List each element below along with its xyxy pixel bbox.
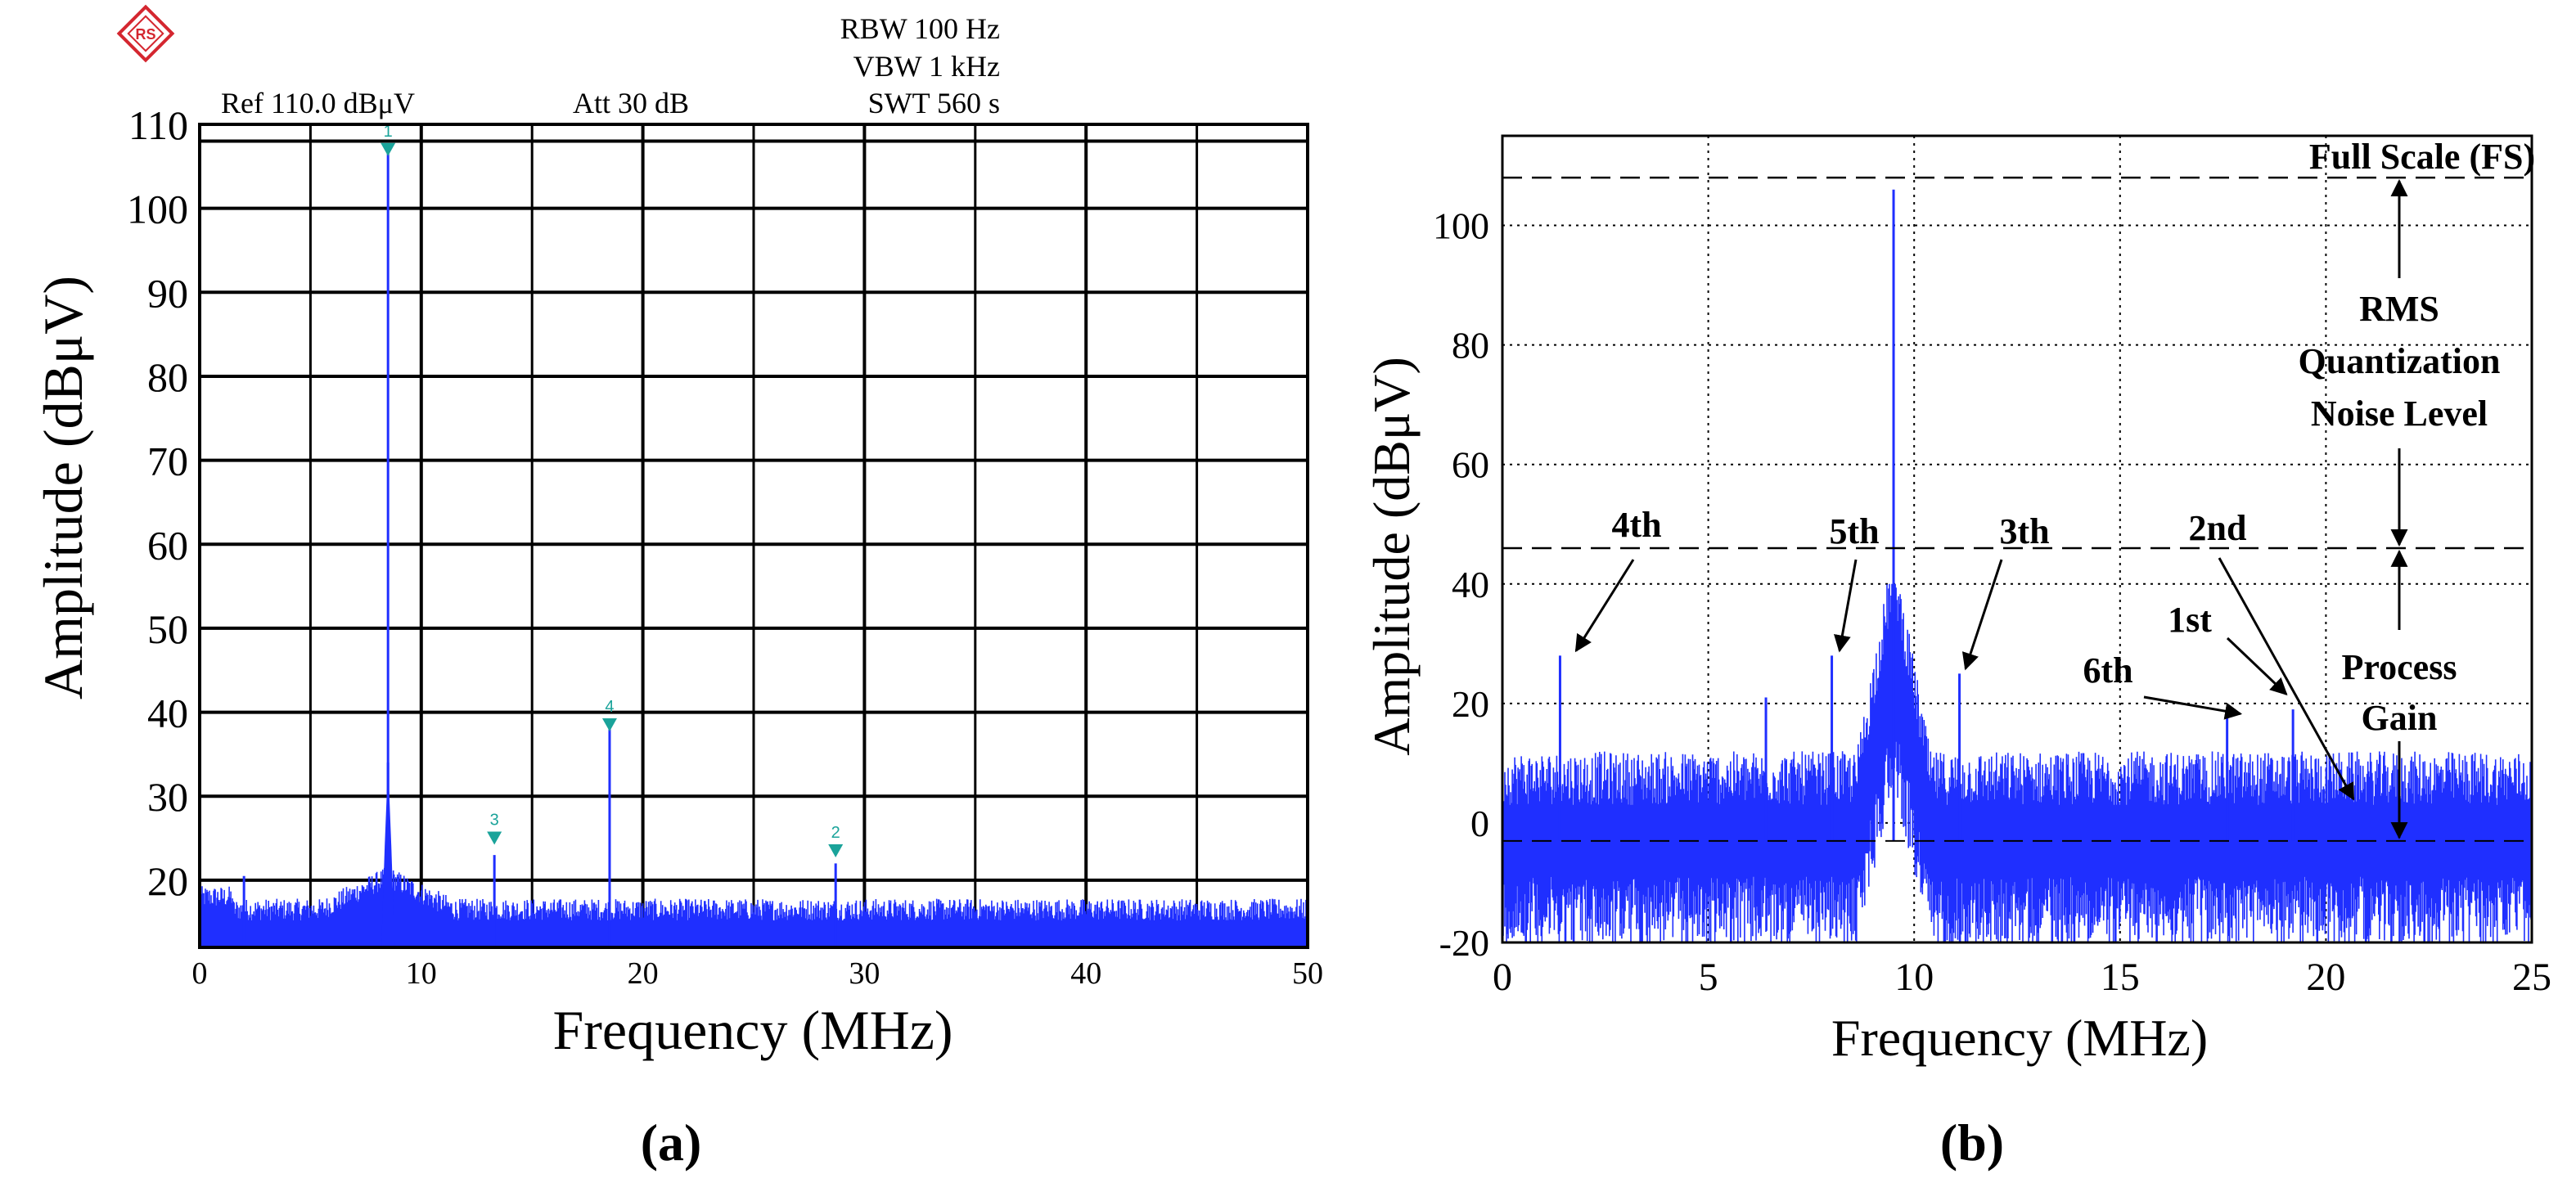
panel-a-label: (a) [641, 1113, 702, 1172]
process-gain-label-line1: Process [2342, 647, 2457, 687]
panel-a-ytick-label: 50 [147, 606, 188, 652]
panel-a-ytick-label: 90 [147, 270, 188, 316]
marker-triangle-icon [487, 831, 502, 845]
rms-label-line2: Quantization [2299, 341, 2501, 381]
panel-a-ytick-label: 110 [128, 102, 188, 148]
panel-a-ytick-label: 40 [147, 690, 188, 736]
panel-b-ytick-label: 20 [1452, 683, 1489, 725]
rohde-schwarz-logo-icon: RS [116, 4, 175, 63]
rms-label-line1: RMS [2359, 289, 2439, 329]
panel-a-ytick-label: 100 [127, 187, 188, 232]
panel-b-ytick-label: 0 [1470, 803, 1489, 844]
marker-label: 2 [831, 824, 840, 842]
panel-a-ytick-label: 70 [147, 439, 188, 484]
harmonic-3rd-arrow [1961, 559, 2003, 671]
swt-label: SWT 560 s [868, 87, 1000, 119]
panel-a-tick-labels: 20 30 40 50 60 70 80 90 100 110 0 10 20 30 40 50 [127, 102, 1323, 991]
panel-a-markers: 1 3 4 2 [381, 123, 844, 857]
panel-a-ytick-label: 60 [147, 522, 188, 568]
panel-a-xlabel: Frequency (MHz) [552, 999, 952, 1061]
panel-a-xtick-label: 10 [406, 956, 437, 991]
harmonic-3rd-label: 3th [1999, 511, 2049, 551]
marker-triangle-icon [601, 717, 617, 731]
panel-b-xtick-label: 0 [1493, 956, 1512, 999]
harmonic-1st-arrow [2226, 636, 2288, 695]
panel-a-xtick-label: 30 [849, 956, 880, 991]
panel-b-xtick-label: 20 [2306, 956, 2345, 999]
process-gain-label-line2: Gain [2362, 698, 2438, 738]
panel-b-xtick-label: 25 [2512, 956, 2551, 999]
panel-a-ytick-label: 80 [147, 354, 188, 400]
harmonic-4th-arrow [1574, 559, 1635, 653]
logo-text: RS [135, 26, 155, 43]
panel-a-xtick-label: 50 [1292, 956, 1323, 991]
harmonic-6th-arrow [2143, 695, 2243, 720]
panel-b-xlabel: Frequency (MHz) [1831, 1009, 2208, 1067]
panel-b-frame [1501, 134, 2533, 944]
panel-a-ylabel: Amplitude (dBμV) [32, 276, 94, 699]
harmonic-4th-label: 4th [1611, 505, 1661, 545]
ref-level-label: Ref 110.0 dBμV [221, 87, 415, 119]
harmonic-6th-label: 6th [2083, 650, 2132, 690]
harmonic-1st-label: 1st [2168, 600, 2212, 640]
panel-b-ytick-label: 60 [1452, 444, 1489, 486]
marker-triangle-icon [828, 843, 844, 857]
panel-a-carrier-skirt [381, 762, 395, 947]
marker-label: 3 [490, 812, 499, 830]
panel-a-grid [198, 123, 1309, 947]
panel-a-xtick-label: 0 [192, 956, 208, 991]
harmonic-2nd-arrow [2218, 557, 2355, 801]
panel-b-ytick-label: -20 [1439, 922, 1489, 964]
rms-label-line3: Noise Level [2311, 394, 2488, 434]
panel-a-xtick-label: 40 [1070, 956, 1101, 991]
marker-triangle-icon [381, 142, 396, 156]
vbw-label: VBW 1 kHz [853, 50, 1000, 83]
panel-b-ytick-label: 80 [1452, 325, 1489, 367]
panel-b-noise-floor [1502, 583, 2533, 942]
panel-a-xtick-label: 20 [628, 956, 659, 991]
marker-label: 1 [384, 123, 393, 141]
harmonic-2nd-label: 2nd [2189, 508, 2247, 548]
panel-b-label: (b) [1940, 1113, 2004, 1172]
panel-a-frame [198, 123, 1309, 949]
panel-b-ylabel: Amplitude (dBμV) [1362, 357, 1421, 756]
attenuation-label: Att 30 dB [573, 87, 689, 119]
panel-b-ytick-label: 100 [1433, 205, 1489, 247]
full-scale-label: Full Scale (FS) [2309, 137, 2535, 177]
panel-b-xtick-label: 10 [1894, 956, 1934, 999]
panel-b-ytick-label: 40 [1452, 564, 1489, 605]
panel-b-xtick-label: 5 [1699, 956, 1718, 999]
panel-b-annotations: Full Scale (FS) RMS Quantization Noise Leve… [1502, 137, 2535, 842]
panel-a-spectrum-analyzer: RS RBW 100 Hz VBW 1 kHz SWT 560 s Ref 11… [32, 4, 1323, 1172]
panel-a-ytick-label: 20 [147, 858, 188, 904]
harmonic-5th-label: 5th [1829, 511, 1879, 551]
panel-a-ytick-label: 30 [147, 774, 188, 820]
rbw-label: RBW 100 Hz [840, 12, 1000, 45]
harmonic-5th-arrow [1834, 559, 1858, 653]
panel-b-xtick-label: 15 [2101, 956, 2140, 999]
marker-label: 4 [605, 698, 614, 716]
